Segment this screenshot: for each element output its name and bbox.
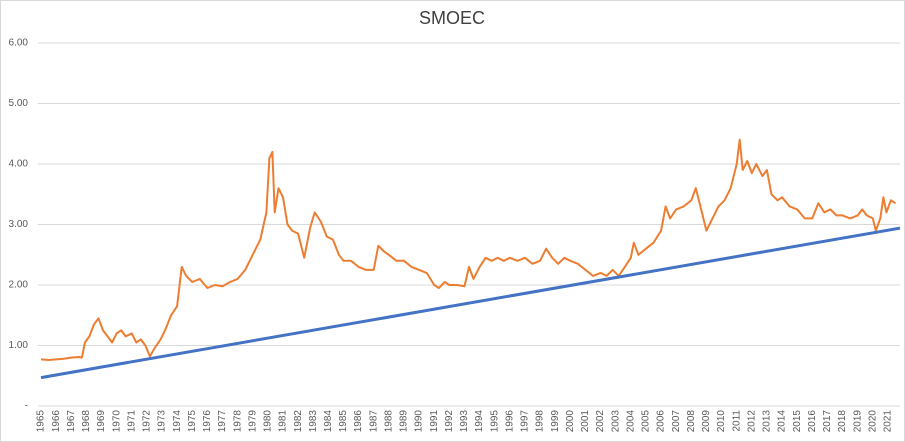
data-line [40, 226, 901, 380]
x-tick-label: 1972 [142, 410, 153, 433]
x-tick-label: 1991 [429, 410, 440, 433]
x-tick-label: 2007 [671, 410, 682, 433]
chart-title: SMOEC [419, 8, 485, 28]
x-tick-label: 1979 [247, 410, 258, 433]
x-tick-label: 1967 [66, 410, 77, 433]
x-tick-label: 1982 [293, 410, 304, 433]
x-tick-label: 1966 [51, 410, 62, 433]
x-tick-label: 1971 [126, 410, 137, 433]
x-tick-label: 1983 [308, 410, 319, 433]
x-tick-label: 1997 [520, 410, 531, 433]
y-tick-label: 2.00 [9, 280, 29, 291]
x-tick-label: 2002 [595, 410, 606, 433]
x-tick-label: 2018 [837, 410, 848, 433]
x-tick-label: 1977 [217, 410, 228, 433]
x-tick-label: 1986 [353, 410, 364, 433]
x-tick-label: 1993 [459, 410, 470, 433]
y-tick-label: 6.00 [9, 38, 29, 49]
x-tick-label: 1974 [172, 410, 183, 433]
x-tick-label: 1975 [187, 410, 198, 433]
x-tick-label: 1996 [504, 410, 515, 433]
y-tick-label: 3.00 [9, 219, 29, 230]
x-tick-label: 1976 [202, 410, 213, 433]
x-tick-label: 2000 [565, 410, 576, 433]
x-tick-label: 2003 [610, 410, 621, 433]
x-tick-label: 2005 [641, 410, 652, 433]
x-tick-label: 1981 [278, 410, 289, 433]
x-tick-label: 1995 [489, 410, 500, 433]
x-tick-label: 2010 [716, 410, 727, 433]
x-tick-label: 2008 [686, 410, 697, 433]
x-tick-label: 2020 [867, 410, 878, 433]
x-tick-label: 2006 [656, 410, 667, 433]
x-tick-label: 1980 [263, 410, 274, 433]
x-tick-label: 2017 [822, 410, 833, 433]
y-tick-label: 5.00 [9, 98, 29, 109]
x-tick-label: 1987 [368, 410, 379, 433]
x-tick-label: 2011 [731, 410, 742, 432]
x-tick-label: 2015 [792, 410, 803, 433]
x-tick-label: 1970 [111, 410, 122, 433]
x-tick-label: 1978 [232, 410, 243, 433]
x-tick-label: 1994 [474, 410, 485, 433]
x-tick-label: 1968 [81, 410, 92, 433]
x-tick-label: 1999 [550, 410, 561, 433]
y-tick-label: 1.00 [9, 340, 29, 351]
data-line [40, 138, 897, 361]
x-tick-label: 2016 [807, 410, 818, 433]
x-tick-label: 2004 [625, 410, 636, 433]
x-tick-label: 2013 [762, 410, 773, 433]
x-tick-label: 1992 [444, 410, 455, 433]
x-tick-label: 1965 [36, 410, 47, 433]
x-tick-label: 1998 [535, 410, 546, 433]
x-tick-label: 1973 [157, 410, 168, 433]
x-tick-label: 2014 [777, 410, 788, 433]
x-tick-label: 1988 [383, 410, 394, 433]
x-tick-label: 1985 [338, 410, 349, 433]
x-tick-label: 1989 [399, 410, 410, 433]
x-tick-label: 1990 [414, 410, 425, 433]
x-tick-label: 2019 [852, 410, 863, 433]
x-tick-label: 2009 [701, 410, 712, 433]
y-tick-label: 4.00 [9, 159, 29, 170]
x-tick-label: 1969 [96, 410, 107, 433]
x-tick-label: 2021 [883, 410, 894, 433]
x-tick-label: 2001 [580, 410, 591, 433]
x-tick-label: 2012 [746, 410, 757, 433]
y-tick-label: - [25, 401, 28, 412]
x-tick-label: 1984 [323, 410, 334, 433]
